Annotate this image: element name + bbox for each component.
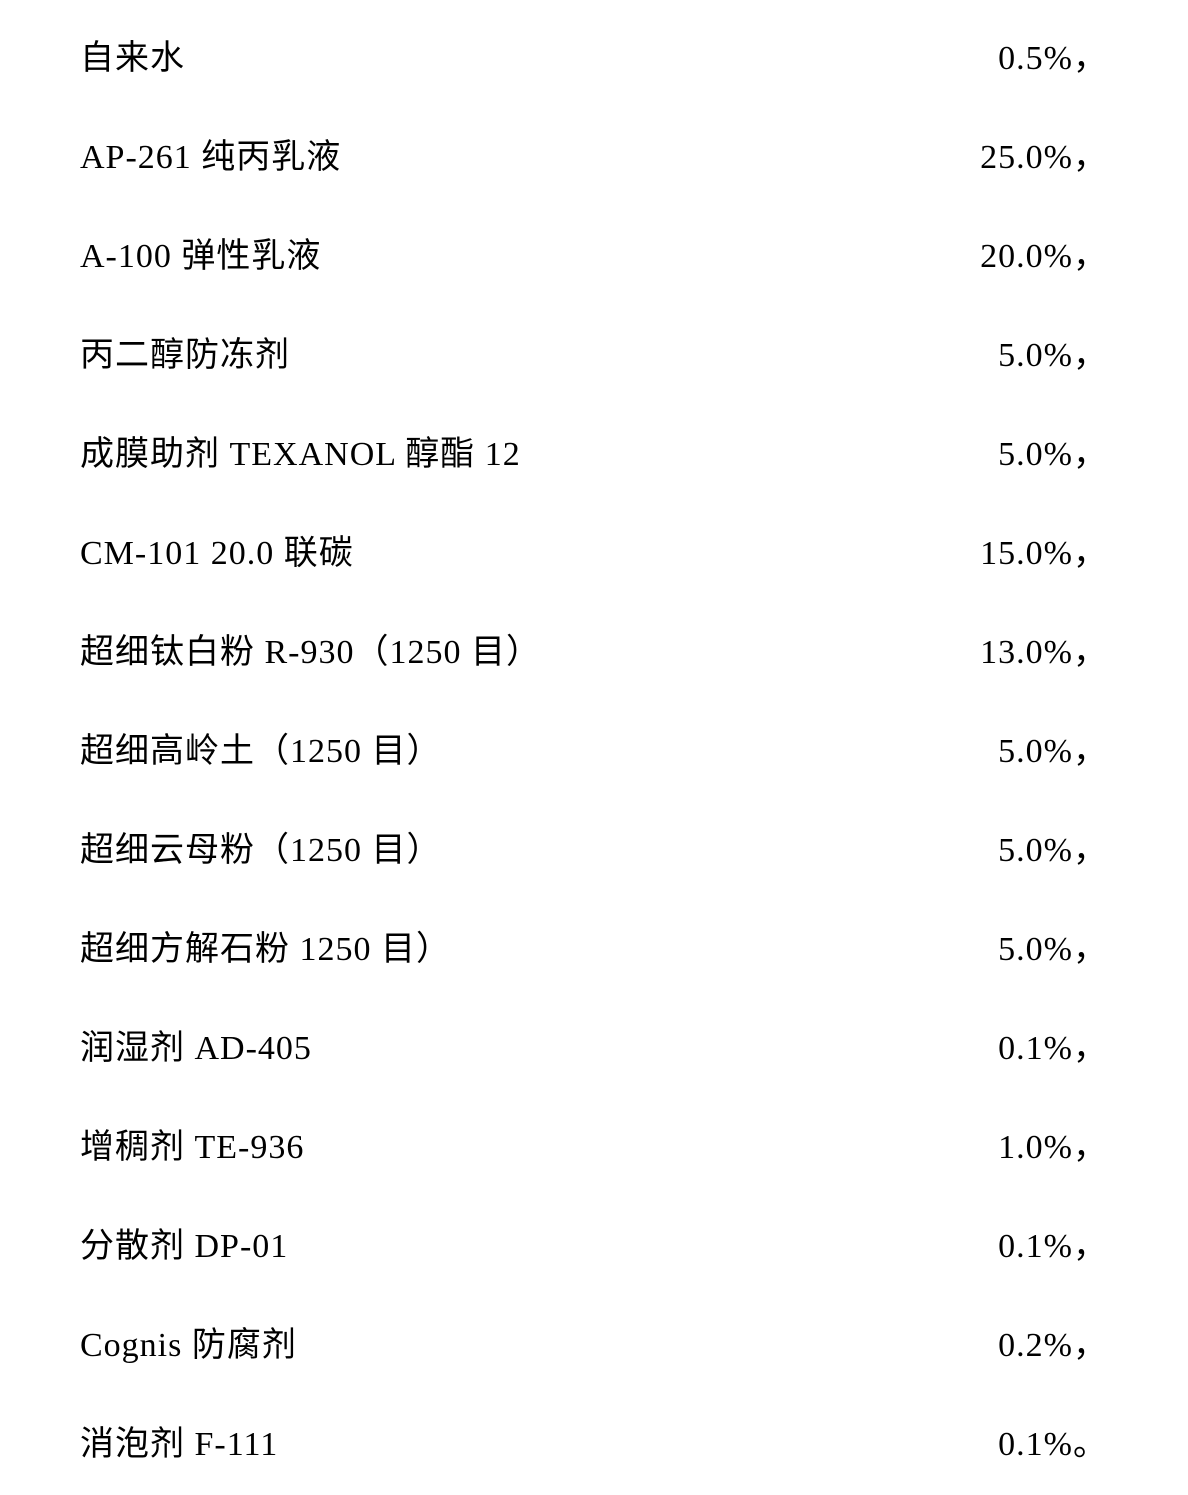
ingredient-value: 0.2%，	[998, 1317, 1108, 1366]
ingredient-value: 15.0%，	[980, 525, 1108, 574]
table-row: A-100 弹性乳液 20.0%，	[80, 228, 1108, 277]
ingredient-value: 5.0%，	[998, 723, 1108, 772]
table-row: 增稠剂 TE-936 1.0%，	[80, 1119, 1108, 1168]
ingredient-label: 超细方解石粉 1250 目）	[80, 921, 451, 970]
ingredient-value: 5.0%，	[998, 822, 1108, 871]
ingredient-value: 0.1%。	[998, 1416, 1108, 1465]
ingredient-label: 增稠剂 TE-936	[80, 1119, 304, 1168]
ingredient-value: 13.0%，	[980, 624, 1108, 673]
ingredient-label: A-100 弹性乳液	[80, 228, 321, 277]
ingredient-value: 1.0%，	[998, 1119, 1108, 1168]
ingredient-label: AP-261 纯丙乳液	[80, 129, 341, 178]
ingredient-label: 消泡剂 F-111	[80, 1416, 278, 1465]
ingredient-label: 自来水	[80, 30, 185, 79]
ingredient-label: 超细钛白粉 R-930（1250 目）	[80, 624, 541, 673]
ingredient-label: Cognis 防腐剂	[80, 1317, 297, 1366]
table-row: 润湿剂 AD-405 0.1%，	[80, 1020, 1108, 1069]
ingredient-label: 丙二醇防冻剂	[80, 327, 290, 376]
ingredient-value: 25.0%，	[980, 129, 1108, 178]
ingredient-label: 超细高岭土（1250 目）	[80, 723, 442, 772]
table-row: 自来水 0.5%，	[80, 30, 1108, 79]
ingredient-label: CM-101 20.0 联碳	[80, 525, 354, 574]
table-row: 超细云母粉（1250 目） 5.0%，	[80, 822, 1108, 871]
ingredient-value: 5.0%，	[998, 327, 1108, 376]
table-row: 丙二醇防冻剂 5.0%，	[80, 327, 1108, 376]
ingredient-label: 超细云母粉（1250 目）	[80, 822, 442, 871]
ingredient-label: 润湿剂 AD-405	[80, 1020, 312, 1069]
ingredients-table: 自来水 0.5%， AP-261 纯丙乳液 25.0%， A-100 弹性乳液 …	[80, 30, 1108, 1465]
table-row: 超细钛白粉 R-930（1250 目） 13.0%，	[80, 624, 1108, 673]
table-row: 超细高岭土（1250 目） 5.0%，	[80, 723, 1108, 772]
ingredient-value: 0.1%，	[998, 1020, 1108, 1069]
table-row: 分散剂 DP-01 0.1%，	[80, 1218, 1108, 1267]
ingredient-label: 分散剂 DP-01	[80, 1218, 288, 1267]
table-row: CM-101 20.0 联碳 15.0%，	[80, 525, 1108, 574]
table-row: AP-261 纯丙乳液 25.0%，	[80, 129, 1108, 178]
table-row: 超细方解石粉 1250 目） 5.0%，	[80, 921, 1108, 970]
ingredient-value: 5.0%，	[998, 426, 1108, 475]
ingredient-value: 0.5%，	[998, 30, 1108, 79]
ingredient-value: 20.0%，	[980, 228, 1108, 277]
ingredient-label: 成膜助剂 TEXANOL 醇酯 12	[80, 426, 521, 475]
ingredient-value: 0.1%，	[998, 1218, 1108, 1267]
table-row: Cognis 防腐剂 0.2%，	[80, 1317, 1108, 1366]
ingredient-value: 5.0%，	[998, 921, 1108, 970]
table-row: 消泡剂 F-111 0.1%。	[80, 1416, 1108, 1465]
table-row: 成膜助剂 TEXANOL 醇酯 12 5.0%，	[80, 426, 1108, 475]
